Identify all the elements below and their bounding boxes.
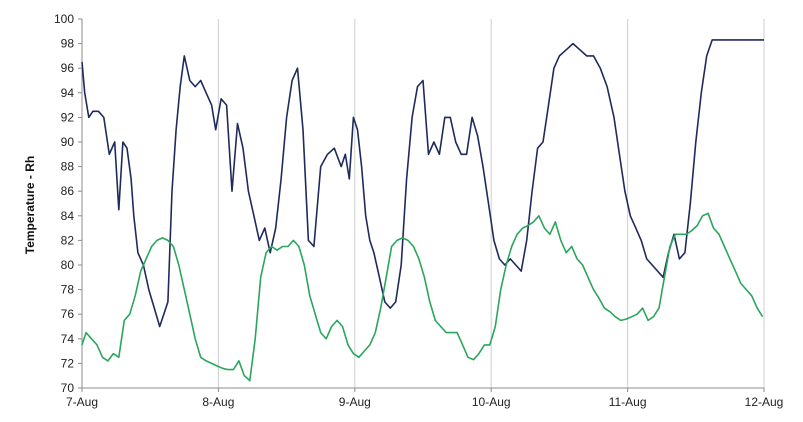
y-tick-label-4: 78 — [61, 283, 75, 297]
y-axis-title: Temperature - Rh — [23, 156, 37, 254]
series-group — [81, 39, 764, 382]
y-tick-label-10: 90 — [61, 135, 75, 149]
y-tick-label-9: 88 — [61, 160, 75, 174]
y-tick-label-5: 80 — [61, 258, 75, 272]
y-tick-label-7: 84 — [61, 209, 75, 223]
y-tick-label-11: 92 — [61, 110, 75, 124]
y-tick-label-0: 70 — [61, 381, 75, 395]
x-tick-label-4: 11-Aug — [609, 395, 647, 409]
y-tick-labels: 70 72 74 76 78 80 82 84 86 88 90 92 94 96 98 100 — [54, 12, 82, 395]
y-tick-label-12: 94 — [61, 86, 75, 100]
y-tick-label-15: 100 — [54, 12, 74, 26]
y-tick-label-8: 86 — [61, 184, 75, 198]
y-tick-label-13: 96 — [61, 61, 75, 75]
y-tick-label-3: 76 — [61, 307, 75, 321]
y-tick-label-2: 74 — [61, 332, 75, 346]
series-line-1 — [81, 212, 764, 382]
x-tick-label-5: 12-Aug — [745, 395, 784, 409]
axes — [81, 19, 764, 389]
x-tick-label-1: 8-Aug — [202, 395, 234, 409]
y-tick-label-6: 82 — [61, 233, 75, 247]
x-tick-label-2: 9-Aug — [339, 395, 371, 409]
x-tick-label-3: 10-Aug — [472, 395, 511, 409]
x-tick-label-0: 7-Aug — [66, 395, 98, 409]
series-line-0 — [81, 39, 764, 328]
y-tick-label-1: 72 — [61, 356, 75, 370]
x-tick-labels: 7-Aug 8-Aug 9-Aug 10-Aug 11-Aug 12-Aug — [66, 388, 783, 409]
y-tick-label-14: 98 — [61, 37, 75, 51]
